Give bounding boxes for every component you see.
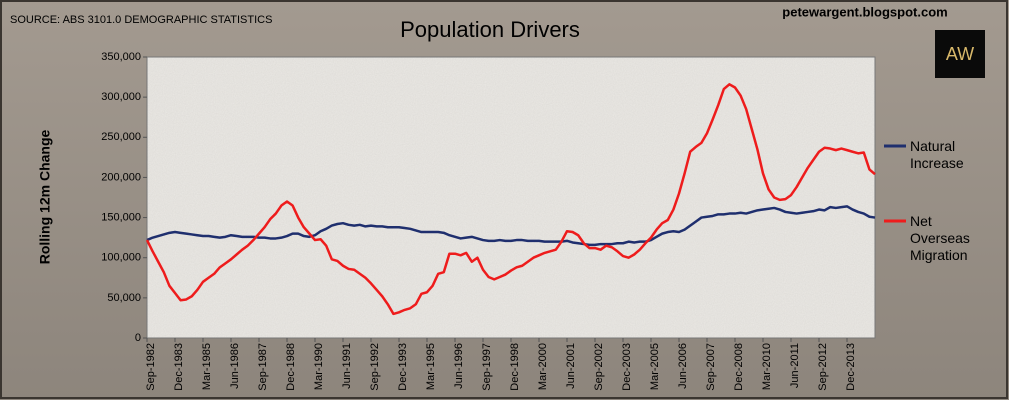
y-tick-label: 350,000	[101, 51, 141, 63]
x-tick-label: Sep-1982	[145, 343, 157, 391]
x-tick-label: Jun-2006	[677, 343, 689, 389]
source: SOURCE: ABS 3101.0 DEMOGRAPHIC STATISTIC…	[10, 14, 272, 26]
plot-texture	[147, 57, 875, 338]
x-tick-label: Dec-2013	[845, 343, 857, 391]
x-tick-label: Sep-1987	[257, 343, 269, 391]
x-tick-label: Dec-1998	[509, 343, 521, 391]
x-tick-label: Mar-2005	[649, 343, 661, 390]
x-tick-label: Sep-2007	[705, 343, 717, 391]
series-line	[146, 205, 876, 247]
x-tick-label: Mar-2000	[537, 343, 549, 390]
x-tick-label: Sep-1992	[369, 343, 381, 391]
x-tick-label: Mar-1995	[425, 343, 437, 390]
y-tick-label: 200,000	[101, 171, 141, 183]
x-tick-label: Sep-2002	[593, 343, 605, 391]
x-tick-label: Jun-1996	[453, 343, 465, 389]
logo: AW	[946, 44, 974, 64]
y-tick-label: 250,000	[101, 131, 141, 143]
x-tick-label: Dec-2003	[621, 343, 633, 391]
y-tick-label: 300,000	[101, 91, 141, 103]
legend-label: Natural Increase	[910, 138, 964, 171]
x-tick-label: Dec-1988	[285, 343, 297, 391]
x-tick-label: Mar-1990	[313, 343, 325, 390]
x-tick-label: Jun-1986	[229, 343, 241, 389]
y-tick-label: 100,000	[101, 252, 141, 264]
y-tick-label: 50,000	[107, 292, 141, 304]
series-line	[145, 83, 876, 316]
credit: petewargent.blogspot.com	[782, 4, 947, 19]
x-tick-label: Jun-1991	[341, 343, 353, 389]
x-tick-label: Sep-2012	[817, 343, 829, 391]
x-tick-label: Dec-1983	[173, 343, 185, 391]
x-tick-label: Dec-2008	[733, 343, 745, 391]
chart-title: Population Drivers	[400, 17, 580, 42]
y-tick-label: 0	[135, 332, 141, 344]
y-axis-label: Rolling 12m Change	[37, 130, 53, 265]
x-tick-label: Jun-2001	[565, 343, 577, 389]
logo-box	[935, 30, 985, 78]
x-tick-label: Dec-1993	[397, 343, 409, 391]
x-tick-label: Mar-1985	[201, 343, 213, 390]
x-tick-label: Jun-2011	[789, 343, 801, 388]
legend-label: Net Overseas Migration	[910, 213, 970, 263]
x-tick-label: Mar-2010	[761, 343, 773, 390]
x-tick-label: Sep-1997	[481, 343, 493, 391]
y-tick-label: 150,000	[101, 211, 141, 223]
